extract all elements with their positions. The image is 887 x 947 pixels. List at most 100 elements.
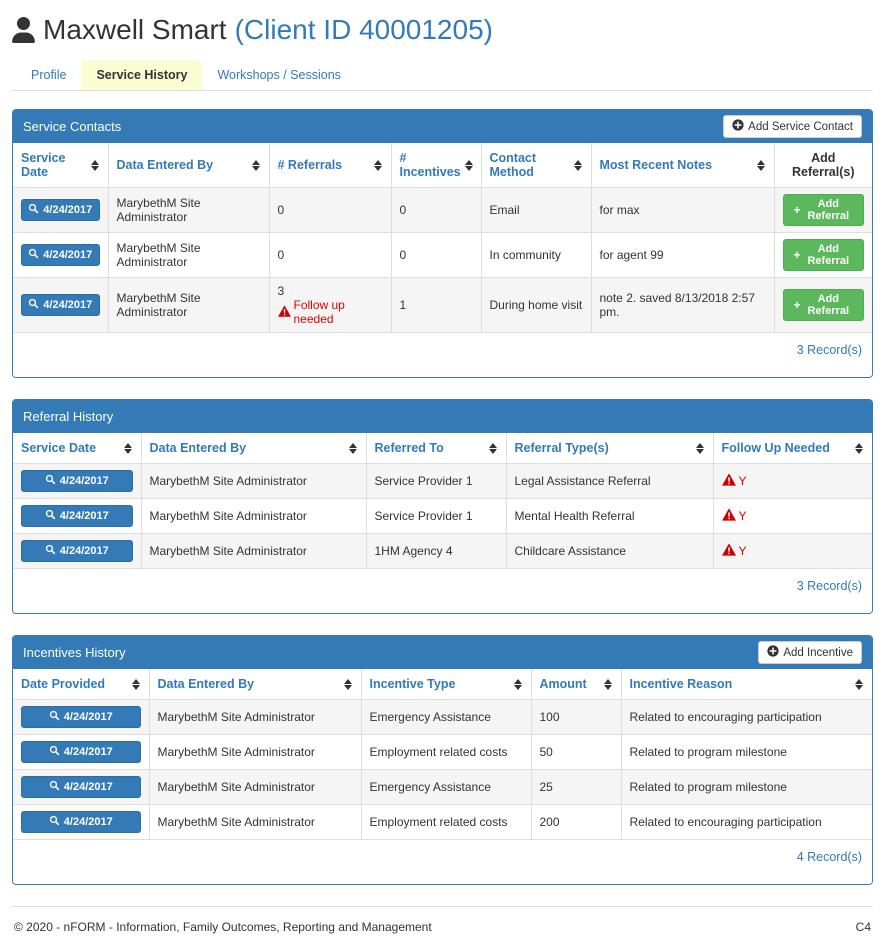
column-header-data-entered-by[interactable]: Data Entered By bbox=[148, 668, 362, 700]
view-service-contact-button[interactable]: 4/24/2017 bbox=[21, 244, 100, 266]
sort-arrows-icon[interactable] bbox=[123, 442, 133, 455]
follow-up-warning: Follow up needed bbox=[277, 298, 383, 326]
sort-arrows-icon[interactable] bbox=[251, 159, 261, 172]
sort-arrows-icon[interactable] bbox=[373, 159, 383, 172]
magnifier-icon bbox=[28, 248, 39, 262]
follow-up-cell: Y bbox=[712, 498, 872, 534]
referral-history-header: Referral History bbox=[13, 400, 872, 433]
column-header-num-referrals[interactable]: # Referrals bbox=[268, 142, 392, 188]
table-row: 4/24/2017 MarybethM Site Administrator S… bbox=[13, 463, 872, 499]
incentive-reason-cell: Related to encouraging participation bbox=[620, 804, 872, 840]
sort-arrows-icon[interactable] bbox=[343, 678, 353, 691]
view-incentive-button[interactable]: 4/24/2017 bbox=[21, 776, 141, 798]
referral-history-table: Service Date Data Entered By Referred To… bbox=[13, 432, 872, 613]
num-referrals-cell: 3 Follow up needed bbox=[268, 277, 392, 333]
view-service-contact-button[interactable]: 4/24/2017 bbox=[21, 199, 100, 221]
magnifier-icon bbox=[45, 544, 56, 558]
sort-arrows-icon[interactable] bbox=[488, 442, 498, 455]
table-row: 4/24/2017 MarybethM Site Administrator 0… bbox=[13, 232, 872, 278]
referral-history-title: Referral History bbox=[23, 409, 114, 424]
sort-arrows-icon[interactable] bbox=[90, 159, 100, 172]
incentive-type-cell: Emergency Assistance bbox=[360, 699, 532, 735]
column-header-most-recent-notes[interactable]: Most Recent Notes bbox=[590, 142, 775, 188]
sort-arrows-icon[interactable] bbox=[464, 159, 474, 172]
incentive-reason-cell: Related to program milestone bbox=[620, 769, 872, 805]
sort-arrows-icon[interactable] bbox=[131, 678, 141, 691]
incentives-history-header: Incentives History Add Incentive bbox=[13, 636, 872, 669]
referral-types-cell: Mental Health Referral bbox=[505, 498, 714, 534]
record-count: 4 Record(s) bbox=[13, 839, 872, 884]
data-entered-by-cell: MarybethM Site Administrator bbox=[148, 769, 362, 805]
notes-cell: note 2. saved 8/13/2018 2:57 pm. bbox=[590, 277, 775, 333]
view-incentive-button[interactable]: 4/24/2017 bbox=[21, 706, 141, 728]
magnifier-icon bbox=[28, 298, 39, 312]
view-referral-button[interactable]: 4/24/2017 bbox=[21, 505, 133, 527]
sort-arrows-icon[interactable] bbox=[573, 159, 583, 172]
tab-workshops-sessions[interactable]: Workshops / Sessions bbox=[217, 68, 341, 82]
magnifier-icon bbox=[49, 710, 60, 724]
view-incentive-button[interactable]: 4/24/2017 bbox=[21, 741, 141, 763]
notes-cell: for max bbox=[590, 187, 775, 233]
column-header-incentive-type[interactable]: Incentive Type bbox=[360, 668, 532, 700]
sort-arrows-icon[interactable] bbox=[348, 442, 358, 455]
service-contacts-title: Service Contacts bbox=[23, 119, 122, 134]
table-row: 4/24/2017 MarybethM Site Administrator S… bbox=[13, 498, 872, 534]
referral-types-cell: Legal Assistance Referral bbox=[505, 463, 714, 499]
table-row: 4/24/2017 MarybethM Site Administrator E… bbox=[13, 734, 872, 770]
column-header-num-incentives[interactable]: # Incentives bbox=[390, 142, 482, 188]
incentives-history-panel: Incentives History Add Incentive Date Pr… bbox=[12, 635, 873, 885]
sort-arrows-icon[interactable] bbox=[513, 678, 523, 691]
plus-icon bbox=[794, 298, 801, 312]
sort-arrows-icon[interactable] bbox=[695, 442, 705, 455]
num-referrals-cell: 0 bbox=[268, 232, 392, 278]
record-count: 3 Record(s) bbox=[13, 568, 872, 613]
column-header-data-entered-by[interactable]: Data Entered By bbox=[107, 142, 270, 188]
sort-arrows-icon[interactable] bbox=[603, 678, 613, 691]
sort-arrows-icon[interactable] bbox=[756, 159, 766, 172]
data-entered-by-cell: MarybethM Site Administrator bbox=[107, 232, 270, 278]
view-service-contact-button[interactable]: 4/24/2017 bbox=[21, 294, 100, 316]
column-header-incentive-reason[interactable]: Incentive Reason bbox=[620, 668, 872, 700]
column-header-add-referrals: Add Referral(s) bbox=[773, 142, 872, 188]
plus-icon bbox=[794, 248, 801, 262]
view-referral-button[interactable]: 4/24/2017 bbox=[21, 540, 133, 562]
add-referral-button[interactable]: Add Referral bbox=[782, 239, 864, 271]
add-referral-button[interactable]: Add Referral bbox=[782, 289, 864, 321]
amount-cell: 25 bbox=[530, 769, 622, 805]
table-row: 4/24/2017 MarybethM Site Administrator E… bbox=[13, 769, 872, 805]
service-contacts-table: Service Date Data Entered By # Referrals… bbox=[13, 142, 872, 377]
column-header-service-date[interactable]: Service Date bbox=[13, 432, 142, 464]
tab-service-history[interactable]: Service History bbox=[81, 60, 203, 90]
plus-icon bbox=[794, 203, 801, 217]
warning-triangle-icon bbox=[721, 473, 736, 489]
column-header-contact-method[interactable]: Contact Method bbox=[480, 142, 592, 188]
column-header-service-date[interactable]: Service Date bbox=[13, 142, 109, 188]
view-incentive-button[interactable]: 4/24/2017 bbox=[21, 811, 141, 833]
incentive-type-cell: Employment related costs bbox=[360, 804, 532, 840]
amount-cell: 200 bbox=[530, 804, 622, 840]
add-incentive-button[interactable]: Add Incentive bbox=[758, 641, 862, 664]
magnifier-icon bbox=[28, 203, 39, 217]
column-header-date-provided[interactable]: Date Provided bbox=[13, 668, 150, 700]
service-contacts-header: Service Contacts Add Service Contact bbox=[13, 110, 872, 143]
sort-arrows-icon[interactable] bbox=[855, 678, 864, 691]
column-header-follow-up-needed[interactable]: Follow Up Needed bbox=[712, 432, 872, 464]
data-entered-by-cell: MarybethM Site Administrator bbox=[148, 804, 362, 840]
follow-up-cell: Y bbox=[712, 463, 872, 499]
incentives-history-table: Date Provided Data Entered By Incentive … bbox=[13, 668, 872, 884]
column-header-referral-types[interactable]: Referral Type(s) bbox=[505, 432, 714, 464]
column-header-referred-to[interactable]: Referred To bbox=[365, 432, 507, 464]
tab-profile[interactable]: Profile bbox=[31, 68, 67, 82]
add-service-contact-button[interactable]: Add Service Contact bbox=[723, 115, 862, 138]
client-id: (Client ID 40001205) bbox=[234, 14, 493, 45]
column-header-amount[interactable]: Amount bbox=[530, 668, 622, 700]
referral-types-cell: Childcare Assistance bbox=[505, 533, 714, 569]
magnifier-icon bbox=[45, 509, 56, 523]
view-referral-button[interactable]: 4/24/2017 bbox=[21, 470, 133, 492]
sort-arrows-icon[interactable] bbox=[855, 442, 864, 455]
column-header-data-entered-by[interactable]: Data Entered By bbox=[140, 432, 367, 464]
plus-circle-icon bbox=[732, 119, 744, 134]
warning-triangle-icon bbox=[721, 543, 736, 559]
add-referral-button[interactable]: Add Referral bbox=[782, 194, 864, 226]
